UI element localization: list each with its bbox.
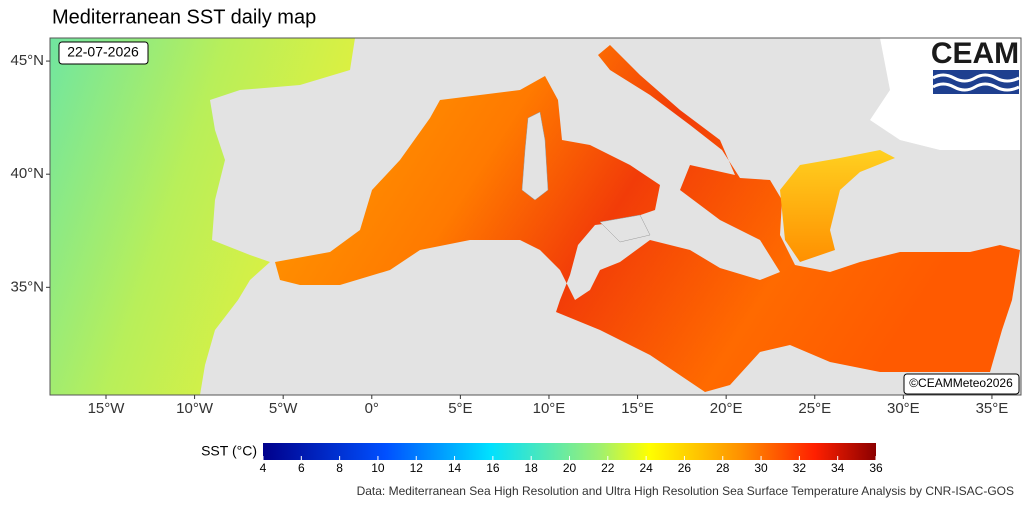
x-tick-label: 35°E	[976, 400, 1009, 417]
mediterranean	[275, 45, 1020, 392]
colorbar-tick-label: 32	[793, 461, 807, 475]
colorbar-tick-label: 36	[869, 461, 883, 475]
colorbar-tick-label: 22	[601, 461, 615, 475]
y-tick-label: 35°N	[10, 278, 44, 295]
atlantic	[50, 38, 355, 395]
source: Data: Mediterranean Sea High Resolution …	[357, 484, 1014, 498]
x-tick-label: 25°E	[798, 400, 831, 417]
plot-frame	[49, 37, 1022, 396]
corsica-sardinia	[521, 111, 549, 201]
logo: CEAM	[931, 37, 1019, 70]
colorbar-tick-label: 8	[336, 461, 343, 475]
colorbar-tick-label: 16	[486, 461, 500, 475]
title: Mediterranean SST daily map	[52, 6, 316, 28]
x-tick-label: 20°E	[710, 400, 743, 417]
x-tick-label: 5°E	[448, 400, 472, 417]
colorbar-tick-label: 4	[260, 461, 267, 475]
colorbar-tick-label: 10	[371, 461, 385, 475]
colorbar-tick-label: 30	[754, 461, 768, 475]
date: 22-07-2026	[67, 44, 139, 60]
colorbar-tick-label: 14	[448, 461, 462, 475]
x-tick-label: 10°W	[176, 400, 214, 417]
logo-wave-lines	[932, 73, 1020, 92]
x-tick-label: 10°E	[533, 400, 566, 417]
map	[50, 38, 1021, 395]
credit-box	[903, 373, 1020, 395]
x-tick-label: 15°W	[88, 400, 126, 417]
colorbar-label: SST (°C)	[201, 443, 257, 459]
x-tick-label: 15°E	[621, 400, 654, 417]
colorbar-tick-label: 24	[639, 461, 653, 475]
colorbar-tick-label: 26	[678, 461, 692, 475]
date-box	[58, 41, 149, 65]
x-tick-label: 30°E	[887, 400, 920, 417]
x-tick-label: 0°	[365, 400, 379, 417]
colorbar-tick-label: 34	[831, 461, 845, 475]
colorbar-tick-label: 18	[525, 461, 539, 475]
y-tick-label: 40°N	[10, 165, 44, 182]
colorbar-tick-label: 6	[298, 461, 305, 475]
credit: ©CEAMMeteo2026	[909, 376, 1013, 390]
colorbar-tick-label: 20	[563, 461, 577, 475]
colorbar	[263, 443, 876, 460]
aegean	[780, 150, 895, 262]
colorbar-tick-label: 28	[716, 461, 730, 475]
sicily	[599, 214, 651, 243]
colorbar-tick-label: 12	[410, 461, 424, 475]
x-tick-label: 5°W	[269, 400, 298, 417]
y-tick-label: 45°N	[10, 52, 44, 69]
